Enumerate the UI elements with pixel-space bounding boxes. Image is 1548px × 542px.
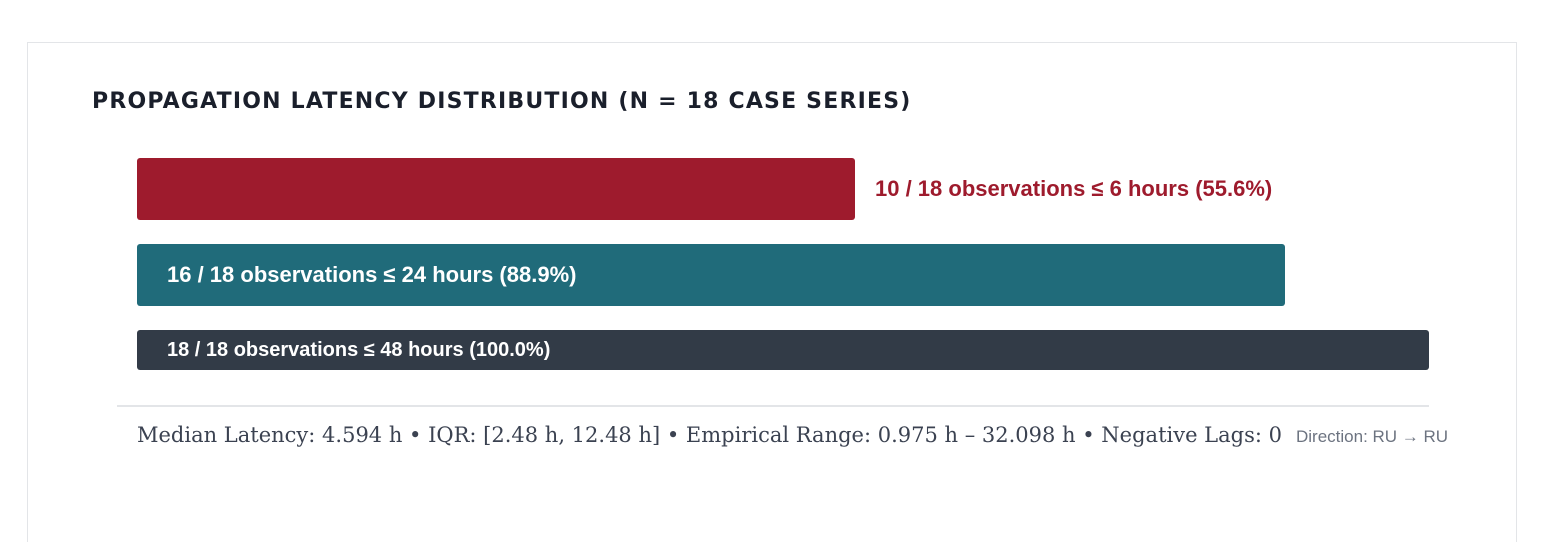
direction-label: Direction: RU → RU: [1295, 427, 1449, 446]
bar-6-hours: 10 / 18 observations ≤ 6 hours (55.6%): [137, 158, 1272, 220]
bar-label-48-hours: 18 / 18 observations ≤ 48 hours (100.0%): [167, 339, 551, 361]
chart-card: PROPAGATION LATENCY DISTRIBUTION (N = 18…: [27, 42, 1517, 542]
bar-24-hours: 16 / 18 observations ≤ 24 hours (88.9%): [137, 244, 1285, 306]
divider: [117, 405, 1429, 407]
chart-title: PROPAGATION LATENCY DISTRIBUTION (N = 18…: [92, 89, 912, 114]
bar-48-hours: 18 / 18 observations ≤ 48 hours (100.0%): [137, 330, 1429, 370]
bar-label-6-hours: 10 / 18 observations ≤ 6 hours (55.6%): [875, 176, 1273, 201]
bar-area: 10 / 18 observations ≤ 6 hours (55.6%) 1…: [137, 158, 1429, 370]
summary-stats: Median Latency: 4.594 h • IQR: [2.48 h, …: [137, 423, 1448, 447]
summary-stats-text: Median Latency: 4.594 h • IQR: [2.48 h, …: [137, 423, 1282, 447]
bar-label-24-hours: 16 / 18 observations ≤ 24 hours (88.9%): [167, 262, 577, 287]
